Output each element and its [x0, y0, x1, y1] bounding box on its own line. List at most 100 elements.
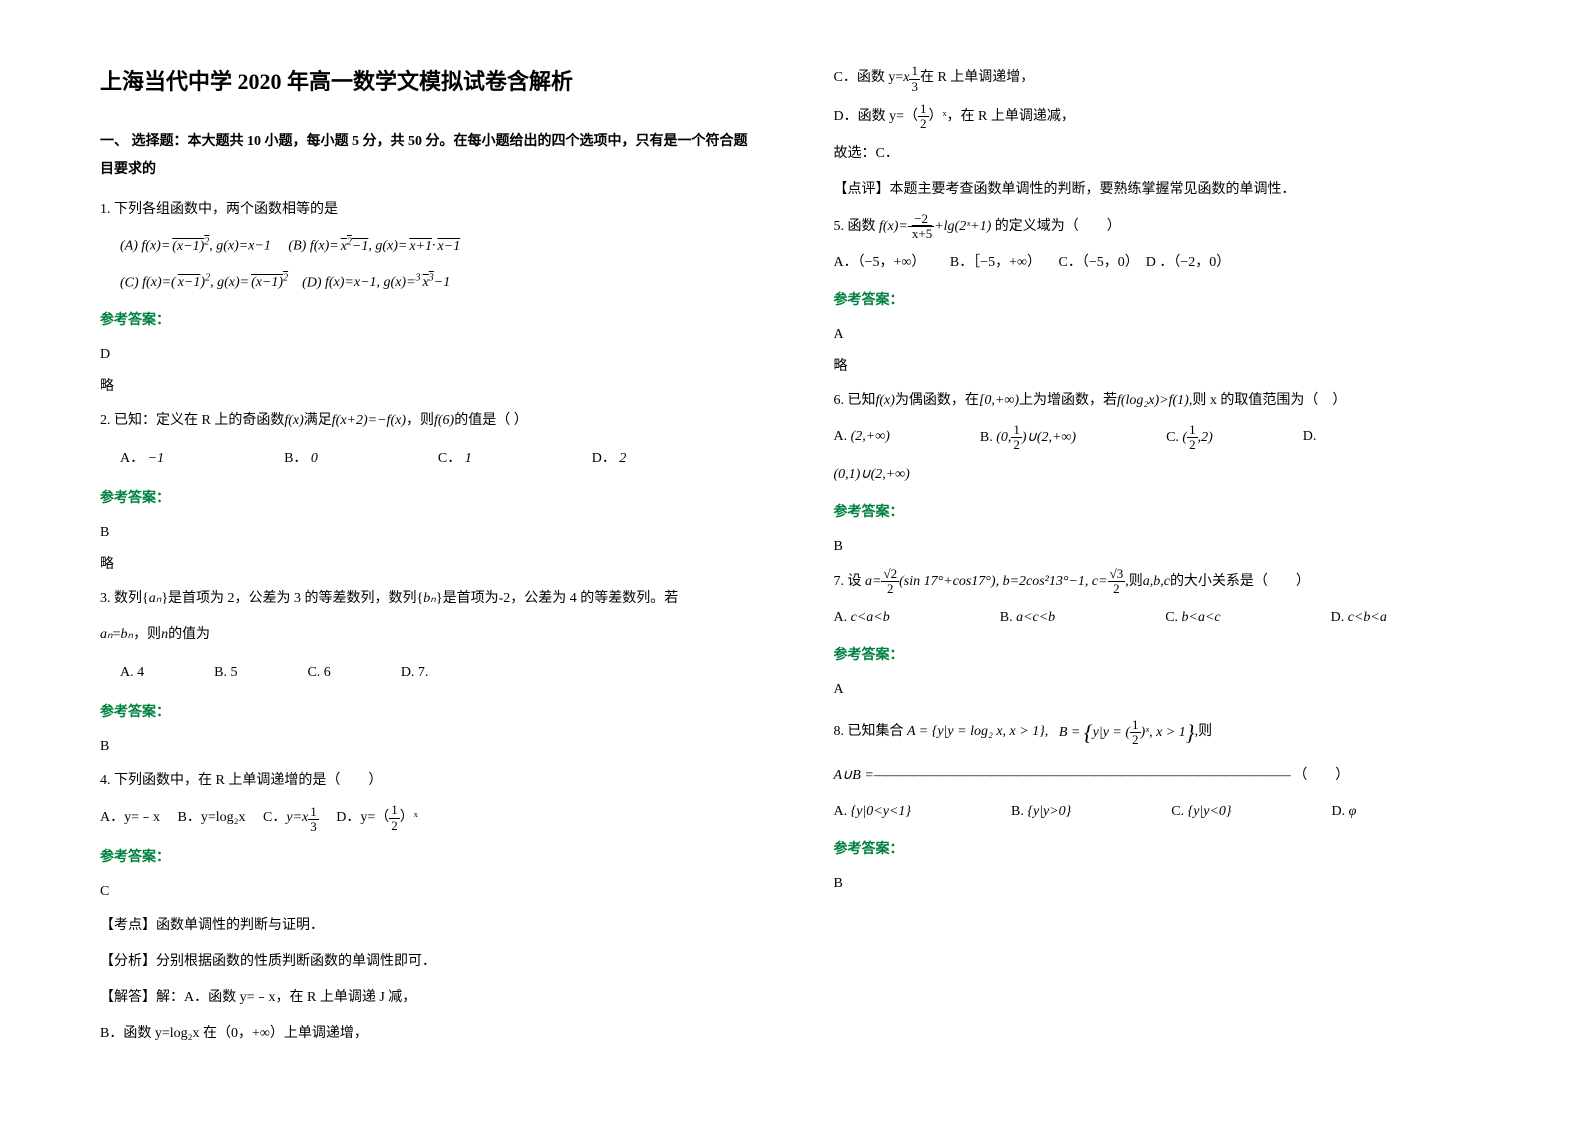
q5-answer-label: 参考答案：	[834, 287, 1488, 315]
q7-stem-c: 的大小关系是（ ）	[1170, 574, 1310, 589]
q8-stem-a: 8. 已知集合	[834, 725, 904, 740]
q7-stem-b: ,则	[1125, 574, 1143, 589]
left-column: 上海当代中学 2020 年高一数学文模拟试卷含解析 一、 选择题：本大题共 10…	[100, 60, 794, 1082]
q8-options: A. {y|0<y<1} B. {y|y>0} C. {y|y<0} D. φ	[834, 798, 1488, 826]
q7-b-expr: , b=2cos²13°−1, c=	[996, 574, 1108, 589]
q2-stem-b: 满足	[304, 413, 332, 428]
q5-stem-a: 5. 函数	[834, 219, 876, 234]
q6-options-row1: A. (2,+∞) B. (0,12)∪(2,+∞) C. (12,2) D.	[834, 423, 1488, 453]
q1-optD-prefix: (D)	[302, 275, 321, 290]
q5-optC: C．（−5，0）	[1059, 255, 1139, 270]
q2-optB-l: B．	[284, 451, 307, 466]
q3-stem: 3. 数列{aₙ}是首项为 2，公差为 3 的等差数列，数列{bₙ}是首项为-2…	[100, 585, 754, 613]
section-heading: 一、 选择题：本大题共 10 小题，每小题 5 分，共 50 分。在每小题给出的…	[100, 128, 754, 184]
q3-optB: B. 5	[214, 659, 237, 687]
q6-answer: B	[834, 533, 1488, 561]
q7-optD: c<b<a	[1348, 610, 1387, 625]
q2-options: A． −1 B． 0 C． 1 D． 2	[120, 445, 754, 473]
q8-optB-l: B.	[1011, 804, 1024, 819]
q7-optB-l: B.	[1000, 610, 1013, 625]
q8-optA: {y|0<y<1}	[851, 804, 911, 819]
q7-abc: a,b,c	[1143, 574, 1170, 589]
q3-an: aₙ	[149, 591, 162, 606]
q7-optB: a<c<b	[1016, 610, 1055, 625]
q1-optB-prefix: (B)	[288, 239, 306, 254]
q4-e5-b: 在 R 上单调递增，	[920, 70, 1034, 85]
q5-optD: D ．（−2，0）	[1146, 255, 1231, 270]
q8-stem-b: ,则	[1195, 725, 1213, 740]
q8-optA-l: A.	[834, 804, 848, 819]
q3-stem-b: }是首项为 2，公差为 3 的等差数列，数列{	[161, 591, 423, 606]
right-column: C．函数 y=x13在 R 上单调递增， D．函数 y=（12）ˣ，在 R 上单…	[794, 60, 1488, 1082]
q8-optB: {y|y>0}	[1027, 804, 1071, 819]
q7-optC: b<a<c	[1182, 610, 1221, 625]
q2-optB: 0	[311, 451, 318, 466]
q8-optC: {y|y<0}	[1188, 804, 1232, 819]
q3-stem-a: 3. 数列{	[100, 591, 149, 606]
q8-A: A = {y|y = log₂ x, x > 1},	[907, 725, 1048, 740]
q8-paren: （ ）	[1293, 768, 1349, 783]
q3-answer: B	[100, 733, 754, 761]
q6-fx: f(x)	[876, 393, 895, 408]
q7-optA: c<a<b	[851, 610, 890, 625]
q4-stem: 4. 下列函数中，在 R 上单调递增的是（ ）	[100, 767, 754, 795]
q8-B-inner-a: y|y = (	[1093, 725, 1130, 740]
q5-optB: B．［−5，+∞）	[950, 255, 1041, 270]
q3-optD: D. 7.	[401, 659, 429, 687]
q4-e8: 【点评】本题主要考查函数单调性的判断，要熟练掌握常见函数的单调性．	[834, 176, 1488, 204]
q4-answer-label: 参考答案：	[100, 844, 754, 872]
q2-fx: f(x)	[284, 413, 303, 428]
q6-optC-l: C.	[1166, 430, 1179, 445]
q7-stem-a: 7. 设	[834, 574, 862, 589]
exam-page: 上海当代中学 2020 年高一数学文模拟试卷含解析 一、 选择题：本大题共 10…	[0, 0, 1587, 1122]
q3-answer-label: 参考答案：	[100, 699, 754, 727]
q3-cond-tail2: 的值为	[168, 627, 210, 642]
q1-note: 略	[100, 373, 754, 401]
q7-answer: A	[834, 676, 1488, 704]
q6-optD: (0,1)∪(2,+∞)	[834, 461, 1488, 489]
q3-options: A. 4 B. 5 C. 6 D. 7.	[120, 659, 754, 687]
q6-optA-l: A.	[834, 429, 848, 444]
q5-stem: 5. 函数 f(x)=−2x+5+lg(2ˣ+1) 的定义域为（ ）	[834, 212, 1488, 242]
q8-answer: B	[834, 870, 1488, 898]
q3-stem-c: }是首项为-2，公差为 4 的等差数列。若	[436, 591, 678, 606]
q4-e2: 【分析】分别根据函数的性质判断函数的单调性即可．	[100, 948, 754, 976]
q6-optA: (2,+∞)	[851, 429, 890, 444]
q5-options: A．（−5，+∞） B．［−5，+∞） C．（−5，0） D ．（−2，0）	[834, 249, 1488, 277]
q7-stem: 7. 设 a=√22(sin 17°+cos17°), b=2cos²13°−1…	[834, 567, 1488, 597]
q7-a-l: a=	[865, 574, 881, 589]
q8-optD-l: D.	[1332, 804, 1346, 819]
q3-bn: bₙ	[423, 591, 436, 606]
q7-options: A. c<a<b B. a<c<b C. b<a<c D. c<b<a	[834, 604, 1488, 632]
q2-optC: 1	[465, 451, 472, 466]
q6-stem-a: 6. 已知	[834, 393, 876, 408]
q3-optA: A. 4	[120, 659, 144, 687]
q4-options: A．y=﹣x B．y=log₂x C．y=x13 D．y=（12）ˣ	[100, 803, 754, 834]
q1-options-row2: (C) f(x)=(x−1)2, g(x)=(x−1)2 (D) f(x)=x−…	[100, 269, 754, 298]
q1-optA-prefix: (A)	[120, 239, 138, 254]
q2-optA-l: A．	[120, 451, 144, 466]
q4-answer: C	[100, 878, 754, 906]
q5-optA: A．（−5，+∞）	[834, 255, 926, 270]
q7-answer-label: 参考答案：	[834, 642, 1488, 670]
q6-stem: 6. 已知f(x)为偶函数，在[0,+∞)上为增函数，若f(log₂x)>f(1…	[834, 387, 1488, 415]
q4-optA: A．y=﹣x	[100, 810, 160, 825]
q7-optD-l: D.	[1331, 610, 1345, 625]
q6-optD-l: D.	[1303, 429, 1317, 444]
q3-nvar: n	[161, 627, 168, 642]
q4-e1: 【考点】函数单调性的判断与证明．	[100, 912, 754, 940]
q2-answer: B	[100, 519, 754, 547]
q2-stem: 2. 已知：定义在 R 上的奇函数f(x)满足f(x+2)=−f(x)，则f(6…	[100, 407, 754, 435]
q7-optC-l: C.	[1165, 610, 1178, 625]
q8-union-l: A∪B =	[834, 768, 874, 783]
q8-optD: φ	[1349, 804, 1357, 819]
q4-e6: D．函数 y=（12）ˣ，在 R 上单调递减，	[834, 102, 1488, 132]
q2-optD-l: D．	[592, 451, 616, 466]
q4-e3: 【解答】解：A．函数 y=﹣x，在 R 上单调递 J 减，	[100, 984, 754, 1012]
q3-cond-b: bₙ	[120, 627, 133, 642]
q8-B-inner-b: )ˣ, x > 1	[1141, 725, 1186, 740]
q2-note: 略	[100, 551, 754, 579]
q2-optD: 2	[619, 451, 626, 466]
q7-optA-l: A.	[834, 610, 848, 625]
q4-e6-b: ）ˣ，在 R 上单调递减，	[929, 109, 1075, 124]
